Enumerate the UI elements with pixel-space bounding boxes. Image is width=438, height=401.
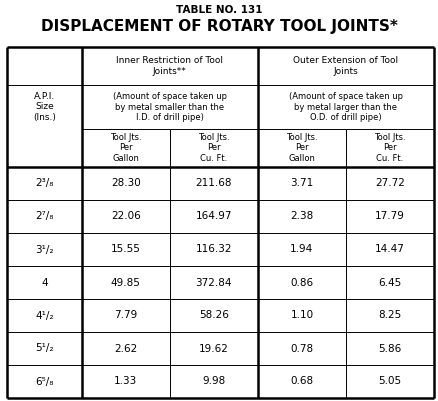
Text: 27.72: 27.72 — [374, 178, 404, 188]
Text: 9.98: 9.98 — [202, 377, 225, 387]
Text: 5¹/₂: 5¹/₂ — [35, 344, 53, 354]
Text: 15.55: 15.55 — [110, 245, 140, 255]
Text: 116.32: 116.32 — [195, 245, 232, 255]
Text: Outer Extension of Tool
Joints: Outer Extension of Tool Joints — [293, 56, 398, 76]
Text: 211.68: 211.68 — [195, 178, 232, 188]
Text: 3.71: 3.71 — [290, 178, 313, 188]
Text: 4¹/₂: 4¹/₂ — [35, 310, 53, 320]
Text: Tool Jts.
Per
Gallon: Tool Jts. Per Gallon — [110, 133, 141, 163]
Text: 372.84: 372.84 — [195, 277, 232, 288]
Text: 1.94: 1.94 — [290, 245, 313, 255]
Text: 2.62: 2.62 — [114, 344, 137, 354]
Text: 7.79: 7.79 — [114, 310, 137, 320]
Text: 3¹/₂: 3¹/₂ — [35, 245, 53, 255]
Text: Tool Jts.
Per
Gallon: Tool Jts. Per Gallon — [286, 133, 317, 163]
Text: A.P.I.
Size
(Ins.): A.P.I. Size (Ins.) — [33, 92, 56, 122]
Text: Tool Jts.
Per
Cu. Ft.: Tool Jts. Per Cu. Ft. — [198, 133, 229, 163]
Text: 49.85: 49.85 — [110, 277, 140, 288]
Text: 6⁵/₈: 6⁵/₈ — [35, 377, 53, 387]
Text: 17.79: 17.79 — [374, 211, 404, 221]
Text: 19.62: 19.62 — [198, 344, 228, 354]
Text: Tool Jts.
Per
Cu. Ft.: Tool Jts. Per Cu. Ft. — [373, 133, 405, 163]
Text: 6.45: 6.45 — [378, 277, 401, 288]
Text: 0.78: 0.78 — [290, 344, 313, 354]
Text: (Amount of space taken up
by metal smaller than the
I.D. of drill pipe): (Amount of space taken up by metal small… — [113, 92, 226, 122]
Text: 5.05: 5.05 — [378, 377, 401, 387]
Text: DISPLACEMENT OF ROTARY TOOL JOINTS*: DISPLACEMENT OF ROTARY TOOL JOINTS* — [41, 20, 397, 34]
Text: 0.68: 0.68 — [290, 377, 313, 387]
Text: 164.97: 164.97 — [195, 211, 232, 221]
Text: 8.25: 8.25 — [378, 310, 401, 320]
Text: 2.38: 2.38 — [290, 211, 313, 221]
Text: TABLE NO. 131: TABLE NO. 131 — [176, 5, 262, 15]
Text: 1.10: 1.10 — [290, 310, 313, 320]
Text: Inner Restriction of Tool
Joints**: Inner Restriction of Tool Joints** — [116, 56, 223, 76]
Text: 22.06: 22.06 — [111, 211, 140, 221]
Text: (Amount of space taken up
by metal larger than the
O.D. of drill pipe): (Amount of space taken up by metal large… — [288, 92, 402, 122]
Text: 2³/₈: 2³/₈ — [35, 178, 53, 188]
Text: 1.33: 1.33 — [114, 377, 137, 387]
Text: 0.86: 0.86 — [290, 277, 313, 288]
Text: 28.30: 28.30 — [111, 178, 140, 188]
Text: 58.26: 58.26 — [198, 310, 228, 320]
Text: 2⁷/₈: 2⁷/₈ — [35, 211, 53, 221]
Text: 14.47: 14.47 — [374, 245, 404, 255]
Text: 5.86: 5.86 — [378, 344, 401, 354]
Text: 4: 4 — [41, 277, 48, 288]
